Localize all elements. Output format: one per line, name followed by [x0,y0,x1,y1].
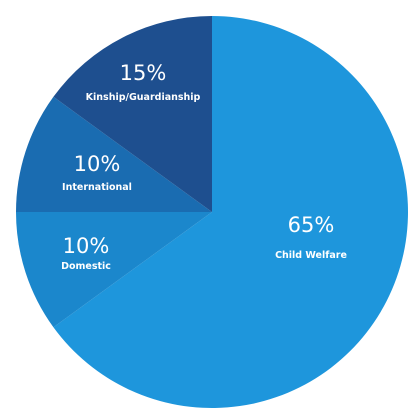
pie-slice-child-welfare [53,16,409,409]
pie-slice-domestic [16,212,212,328]
slice-percent-international: 10% [74,152,121,176]
slice-label-domestic: Domestic [61,261,111,272]
slice-label-international: International [62,182,132,193]
slice-percent-kinship-guardianship: 15% [120,61,167,85]
slice-percent-child-welfare: 65% [288,213,335,237]
slice-label-child-welfare: Child Welfare [275,250,347,261]
slice-label-kinship-guardianship: Kinship/Guardianship [86,92,201,103]
pie-slice-kinship-guardianship [53,15,212,212]
pie-slice-international [16,96,212,212]
slice-percent-domestic: 10% [63,234,110,258]
